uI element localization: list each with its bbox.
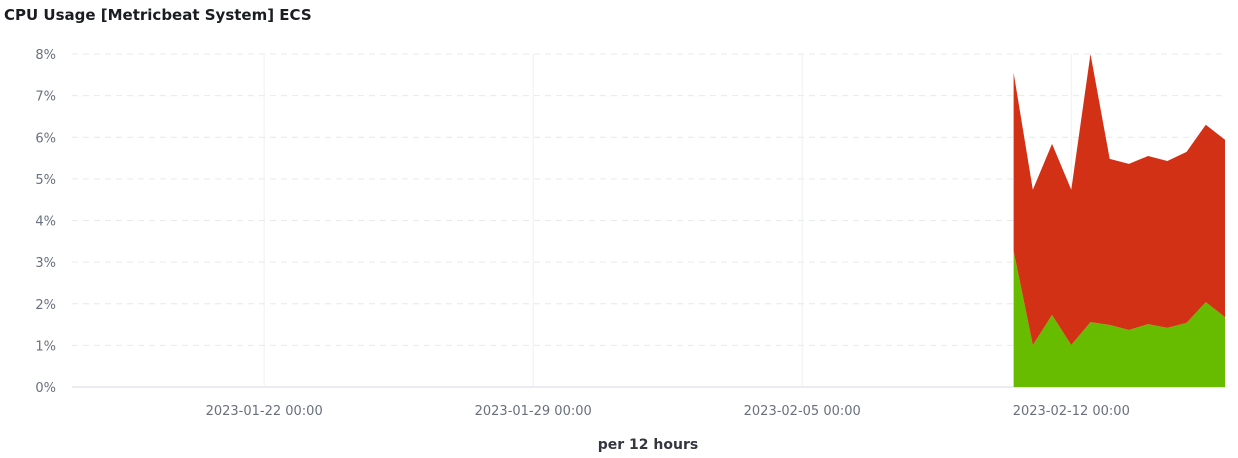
y-tick-label: 0%: [35, 381, 56, 396]
area-series-2: [1013, 54, 1225, 345]
x-tick-label: 2023-02-12 00:00: [1013, 404, 1130, 419]
x-axis-label: per 12 hours: [598, 437, 698, 453]
chart-title: CPU Usage [Metricbeat System] ECS: [4, 6, 312, 24]
x-tick-label: 2023-01-22 00:00: [206, 404, 323, 419]
y-tick-label: 4%: [35, 215, 56, 230]
y-tick-label: 2%: [35, 298, 56, 313]
y-tick-label: 6%: [35, 131, 56, 146]
y-tick-label: 7%: [35, 90, 56, 105]
y-tick-label: 8%: [35, 48, 56, 63]
areas: [1013, 54, 1225, 387]
y-tick-label: 5%: [35, 173, 56, 188]
y-tick-label: 1%: [35, 339, 56, 354]
x-tick-label: 2023-02-05 00:00: [744, 404, 861, 419]
x-tick-label: 2023-01-29 00:00: [475, 404, 592, 419]
y-tick-label: 3%: [35, 256, 56, 271]
area-series-1: [1013, 250, 1225, 387]
y-axis: 0% 1% 2% 3% 4% 5% 6% 7% 8%: [35, 48, 56, 396]
x-axis: 2023-01-22 00:00 2023-01-29 00:00 2023-02-…: [206, 404, 1130, 419]
